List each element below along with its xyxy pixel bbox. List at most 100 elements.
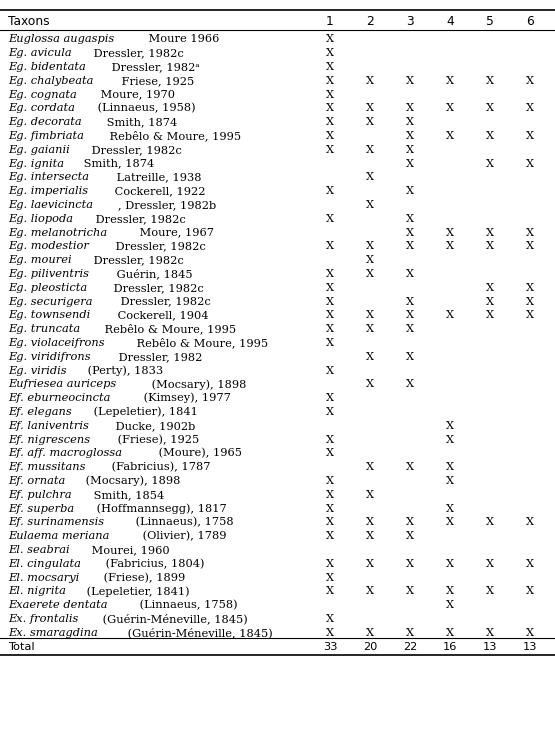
Text: (Mocsary), 1898: (Mocsary), 1898	[148, 379, 246, 389]
Text: Ef. nigrescens: Ef. nigrescens	[8, 435, 90, 444]
Text: Ef. superba: Ef. superba	[8, 504, 74, 513]
Text: X: X	[326, 76, 334, 85]
Text: X: X	[406, 269, 414, 279]
Text: Ef. surinamensis: Ef. surinamensis	[8, 517, 104, 528]
Text: X: X	[366, 117, 374, 127]
Text: Dressler, 1982: Dressler, 1982	[115, 351, 202, 362]
Text: X: X	[366, 172, 374, 182]
Text: X: X	[406, 380, 414, 389]
Text: X: X	[326, 531, 334, 541]
Text: X: X	[366, 351, 374, 362]
Text: X: X	[406, 241, 414, 251]
Text: Ducke, 1902b: Ducke, 1902b	[112, 421, 196, 431]
Text: (Linnaeus), 1758: (Linnaeus), 1758	[132, 517, 234, 528]
Text: X: X	[446, 421, 454, 431]
Text: X: X	[526, 241, 534, 251]
Text: Eg. liopoda: Eg. liopoda	[8, 214, 73, 224]
Text: X: X	[486, 283, 494, 293]
Text: X: X	[366, 462, 374, 473]
Text: X: X	[526, 131, 534, 141]
Text: X: X	[406, 296, 414, 307]
Text: (Lepeletier), 1841: (Lepeletier), 1841	[90, 406, 198, 418]
Text: X: X	[446, 476, 454, 486]
Text: Exaerete dentata: Exaerete dentata	[8, 600, 108, 610]
Text: Taxons: Taxons	[8, 15, 49, 28]
Text: X: X	[366, 531, 374, 541]
Text: X: X	[366, 586, 374, 597]
Text: Total: Total	[8, 642, 34, 652]
Text: X: X	[486, 131, 494, 141]
Text: (Linnaeus, 1758): (Linnaeus, 1758)	[137, 600, 238, 610]
Text: 16: 16	[443, 642, 457, 652]
Text: X: X	[406, 131, 414, 141]
Text: Eg. melanotricha: Eg. melanotricha	[8, 227, 107, 238]
Text: Eg. imperialis: Eg. imperialis	[8, 186, 88, 196]
Text: X: X	[326, 338, 334, 348]
Text: X: X	[326, 393, 334, 403]
Text: Smith, 1854: Smith, 1854	[90, 490, 164, 500]
Text: X: X	[326, 476, 334, 486]
Text: Rebêlo & Moure, 1995: Rebêlo & Moure, 1995	[101, 324, 236, 334]
Text: Eg. avicula: Eg. avicula	[8, 48, 72, 58]
Text: X: X	[326, 241, 334, 251]
Text: Ef. eburneocincta: Ef. eburneocincta	[8, 393, 110, 403]
Text: 13: 13	[523, 642, 537, 652]
Text: X: X	[366, 628, 374, 637]
Text: X: X	[406, 462, 414, 473]
Text: X: X	[526, 586, 534, 597]
Text: Ef. laniventris: Ef. laniventris	[8, 421, 89, 431]
Text: 4: 4	[446, 15, 454, 28]
Text: X: X	[326, 296, 334, 307]
Text: X: X	[446, 517, 454, 528]
Text: X: X	[366, 324, 374, 334]
Text: X: X	[406, 158, 414, 169]
Text: X: X	[366, 490, 374, 500]
Text: Eg. cordata: Eg. cordata	[8, 103, 75, 114]
Text: X: X	[366, 380, 374, 389]
Text: Eg. viridis: Eg. viridis	[8, 366, 67, 375]
Text: X: X	[366, 76, 374, 85]
Text: Ef. aff. macroglossa: Ef. aff. macroglossa	[8, 448, 122, 458]
Text: (Moure), 1965: (Moure), 1965	[155, 448, 242, 458]
Text: Eg. laevicincta: Eg. laevicincta	[8, 200, 93, 210]
Text: X: X	[486, 227, 494, 238]
Text: X: X	[526, 227, 534, 238]
Text: X: X	[446, 241, 454, 251]
Text: X: X	[526, 296, 534, 307]
Text: X: X	[446, 103, 454, 114]
Text: Eg. modestior: Eg. modestior	[8, 241, 89, 251]
Text: X: X	[526, 76, 534, 85]
Text: (Fabricius), 1787: (Fabricius), 1787	[108, 462, 210, 473]
Text: X: X	[366, 269, 374, 279]
Text: (Kimsey), 1977: (Kimsey), 1977	[140, 393, 231, 403]
Text: Eg. mourei: Eg. mourei	[8, 255, 72, 265]
Text: Dressler, 1982c: Dressler, 1982c	[90, 48, 184, 58]
Text: X: X	[486, 586, 494, 597]
Text: X: X	[326, 214, 334, 224]
Text: X: X	[406, 227, 414, 238]
Text: Ef. ornata: Ef. ornata	[8, 476, 65, 486]
Text: 3: 3	[406, 15, 414, 28]
Text: X: X	[326, 131, 334, 141]
Text: Ef. mussitans: Ef. mussitans	[8, 462, 85, 473]
Text: (Guérin-Méneville, 1845): (Guérin-Méneville, 1845)	[99, 614, 248, 624]
Text: Ef. elegans: Ef. elegans	[8, 407, 72, 417]
Text: X: X	[366, 311, 374, 320]
Text: 20: 20	[363, 642, 377, 652]
Text: X: X	[326, 145, 334, 155]
Text: 6: 6	[526, 15, 534, 28]
Text: X: X	[326, 117, 334, 127]
Text: (Friese), 1925: (Friese), 1925	[114, 435, 199, 445]
Text: X: X	[406, 531, 414, 541]
Text: X: X	[366, 145, 374, 155]
Text: Latreille, 1938: Latreille, 1938	[113, 172, 201, 182]
Text: X: X	[326, 586, 334, 597]
Text: Smith, 1874: Smith, 1874	[80, 158, 154, 169]
Text: X: X	[326, 504, 334, 513]
Text: 1: 1	[326, 15, 334, 28]
Text: X: X	[326, 517, 334, 528]
Text: X: X	[486, 76, 494, 85]
Text: X: X	[526, 628, 534, 637]
Text: Friese, 1925: Friese, 1925	[118, 76, 194, 85]
Text: X: X	[406, 351, 414, 362]
